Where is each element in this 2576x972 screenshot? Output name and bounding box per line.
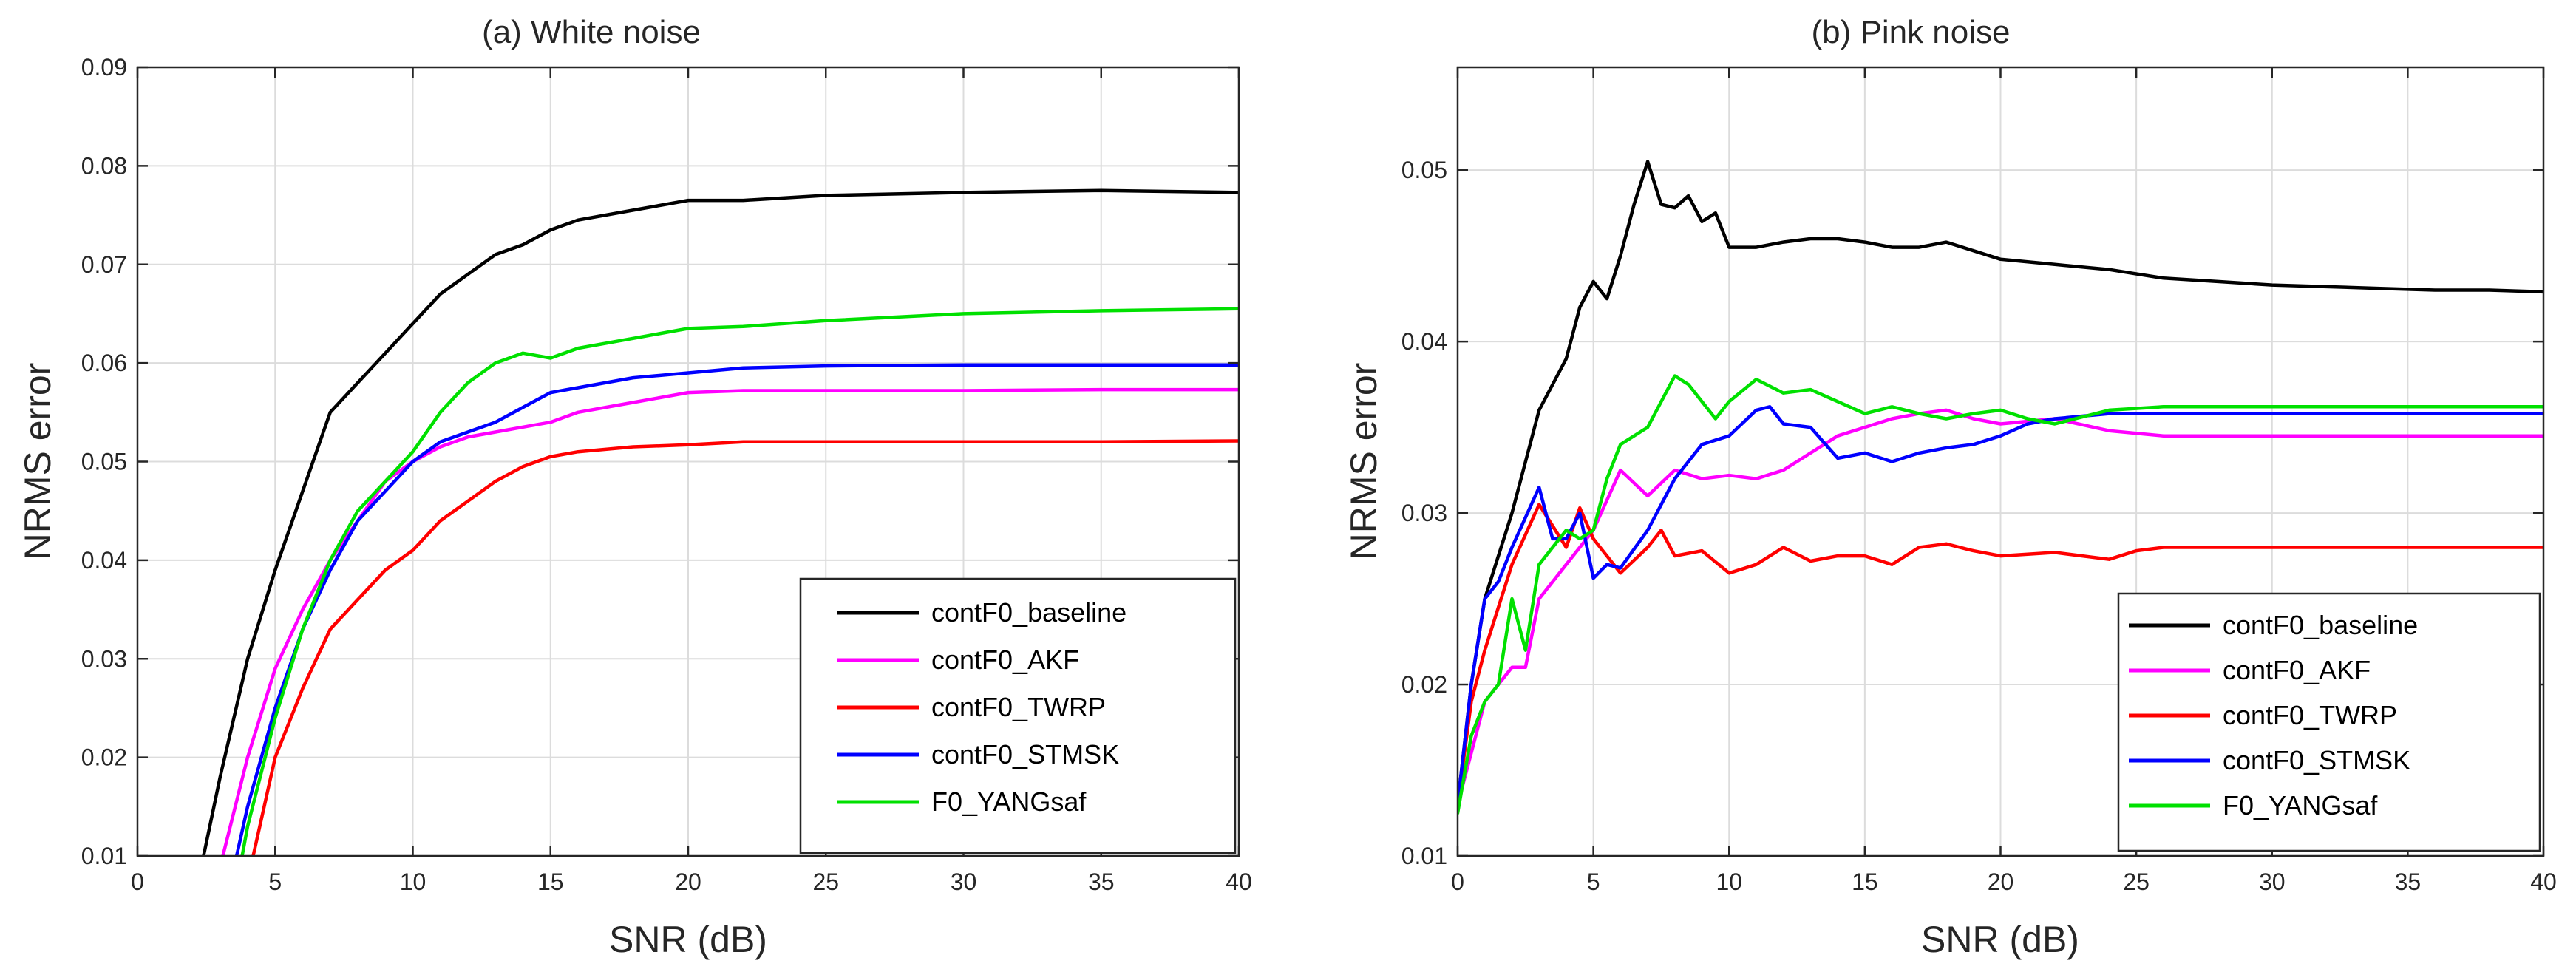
legend: contF0_baseline contF0_AKF contF0_TWRPcont… [2117, 592, 2541, 852]
x-tick-label: 20 [675, 869, 701, 895]
legend-label: contF0_baseline [2223, 610, 2418, 640]
y-tick-label: 0.01 [81, 843, 127, 869]
y-tick-label: 0.02 [1401, 671, 1447, 698]
y-axis-label: NRMS error [1343, 363, 1384, 560]
chart-title: (b) Pink noise [1811, 14, 2010, 50]
x-axis-label: SNR (dB) [609, 919, 767, 960]
x-tick-label: 20 [1988, 869, 2014, 895]
y-tick-label: 0.06 [81, 350, 127, 376]
x-tick-label: 5 [268, 869, 282, 895]
x-axis-label: SNR (dB) [1921, 919, 2079, 960]
series-line-contF0_STMSK [1458, 405, 2543, 806]
y-tick-label: 0.03 [1401, 500, 1447, 526]
y-tick-label: 0.04 [81, 547, 127, 574]
x-tick-label: 10 [1716, 869, 1742, 895]
legend-label: contF0_STMSK [931, 739, 1119, 769]
legend-label: contF0_AKF [931, 645, 1079, 675]
chart-pink-noise: (b) Pink noise 0 5 10 15 20 25 30 35 40 0.01 0.02 0… [1343, 14, 2557, 960]
x-tick-label: 40 [2530, 869, 2557, 895]
x-tick-label: 25 [812, 869, 839, 895]
legend-label: F0_YANGsaf [2223, 790, 2378, 820]
x-tick-label: 0 [131, 869, 144, 895]
x-tick-label: 25 [2123, 869, 2150, 895]
y-tick-label: 0.05 [1401, 157, 1447, 183]
y-tick-label: 0.04 [1401, 328, 1447, 355]
legend-label: contF0_AKF [2223, 655, 2371, 685]
y-tick-label: 0.02 [81, 744, 127, 771]
y-tick-label: 0.01 [1401, 843, 1447, 869]
legend-label: contF0_TWRP [931, 692, 1106, 722]
y-tick-label: 0.05 [81, 449, 127, 475]
legend-box [799, 577, 1237, 854]
y-tick-label: 0.07 [81, 251, 127, 278]
x-tick-label: 30 [951, 869, 977, 895]
x-tick-label: 35 [1088, 869, 1115, 895]
series-line-F0_YANGsaf [240, 307, 1239, 856]
legend-label: F0_YANGsaf [931, 786, 1087, 817]
x-tick-label: 40 [1226, 869, 1252, 895]
x-tick-label: 35 [2395, 869, 2422, 895]
series-line-contF0_baseline [202, 188, 1239, 856]
series-line-F0_YANGsaf [1458, 374, 2543, 815]
x-tick-label: 15 [537, 869, 564, 895]
chart-title: (a) White noise [482, 14, 701, 50]
legend: contF0_baseline contF0_AKF contF0_TWRPcont… [799, 577, 1237, 854]
legend-label: contF0_TWRP [2223, 700, 2397, 730]
series-line-contF0_AKF [221, 387, 1239, 856]
x-tick-label: 0 [1451, 869, 1464, 895]
x-tick-label: 30 [2259, 869, 2286, 895]
series-line-contF0_TWRP [251, 439, 1239, 856]
y-tick-label: 0.03 [81, 645, 127, 672]
legend-label: contF0_baseline [931, 597, 1126, 628]
y-tick-label: 0.08 [81, 152, 127, 179]
y-axis-label: NRMS error [17, 363, 58, 560]
x-tick-label: 10 [400, 869, 426, 895]
series-line-contF0_baseline [1458, 160, 2543, 806]
chart-white-noise: (a) White noise 0 5 10 15 20 25 30 35 40 0.01 0.02… [17, 14, 1252, 960]
series-line-contF0_AKF [1458, 408, 2543, 806]
x-tick-label: 15 [1852, 869, 1878, 895]
legend-box [2117, 592, 2541, 852]
legend-label: contF0_STMSK [2223, 745, 2410, 775]
y-tick-label: 0.09 [81, 54, 127, 81]
x-tick-label: 5 [1587, 869, 1600, 895]
